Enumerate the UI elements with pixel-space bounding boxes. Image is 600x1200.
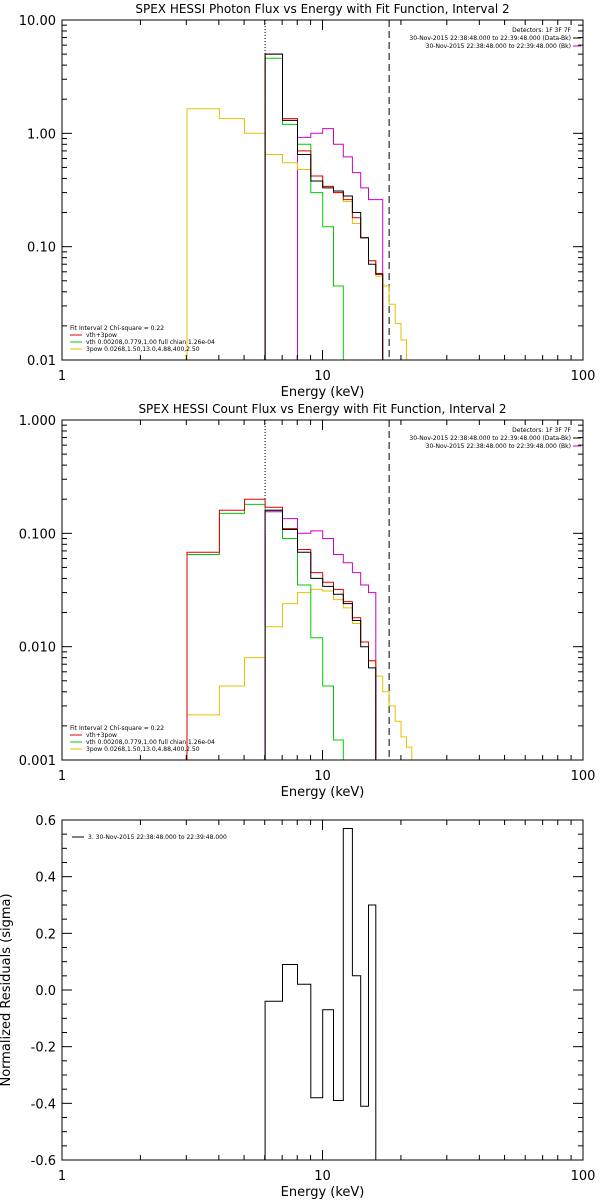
- legend-fit-entry: vth 0.00208,0.779,1.00 full chian 1.26e-…: [86, 339, 215, 346]
- y-tick-label: 0.6: [35, 814, 56, 829]
- x-tick-label: 1: [58, 769, 66, 784]
- series-data: [264, 53, 384, 360]
- plot-frame: [61, 19, 584, 361]
- series-data: [264, 509, 377, 760]
- y-axis-label: Normalized Residuals (sigma): [0, 893, 14, 1086]
- legend-fit-entry: vth+3pow: [86, 332, 117, 339]
- legend-top-entry: 30-Nov-2015 22:38:48.000 to 22:39:48.000…: [426, 443, 571, 450]
- y-tick-label: -0.6: [31, 1154, 56, 1169]
- plot-frame: [61, 819, 584, 1161]
- x-tick-label: 100: [571, 369, 596, 384]
- chart-title: SPEX HESSI Photon Flux vs Energy with Fi…: [135, 2, 509, 16]
- series-total: [186, 498, 377, 760]
- y-tick-label: -0.4: [31, 1097, 56, 1112]
- legend-fit-header: Fit Interval 2 Chi-square = 0.22: [70, 325, 164, 332]
- legend-fit-entry: vth+3pow: [86, 732, 117, 739]
- legend-fit-entry: 3pow 0.0268,1.50,13.0,4.88,400,2.50: [86, 346, 200, 353]
- x-axis-label: Energy (keV): [281, 785, 365, 800]
- legend-top-entry: 30-Nov-2015 22:38:48.000 to 22:39:48.000…: [409, 35, 571, 42]
- y-tick-label: 0.100: [19, 527, 56, 542]
- series-background: [264, 511, 377, 760]
- series-data: [264, 828, 377, 1160]
- legend-fit-entry: vth 0.00208,0.779,1.00 full chian 1.26e-…: [86, 739, 215, 746]
- x-tick-label: 100: [571, 769, 596, 784]
- series-powerlaw: [186, 108, 427, 360]
- x-axis-label: Energy (keV): [281, 1185, 365, 1200]
- x-axis-label: Energy (keV): [281, 385, 365, 400]
- y-tick-label: 1.00: [27, 127, 56, 142]
- x-tick-label: 1: [58, 1169, 66, 1184]
- x-tick-label: 10: [314, 769, 331, 784]
- chart-panel-3: 1 10 100 -0.6 -0.4 -0.2 0.0 0.2 0.4 0.6 Energy (ke…: [0, 814, 595, 1200]
- y-tick-label: 0.001: [19, 754, 56, 769]
- chart-title: SPEX HESSI Count Flux vs Energy with Fit…: [138, 402, 506, 416]
- y-tick-label: 0.01: [27, 354, 56, 369]
- series-total: [264, 53, 384, 360]
- x-tick-label: 1: [58, 369, 66, 384]
- x-tick-label: 10: [314, 1169, 331, 1184]
- y-tick-label: 0.010: [19, 641, 56, 656]
- legend-fit-entry: 3pow 0.0268,1.50,13.0,4.88,400,2.50: [86, 746, 200, 753]
- series-group: [264, 828, 377, 1160]
- legend-entry: 3. 30-Nov-2015 22:38:48.000 to 22:39:48.…: [88, 834, 227, 841]
- series-group: [186, 53, 427, 360]
- y-tick-label: 0.2: [35, 927, 56, 942]
- chart-panel-1: SPEX HESSI Photon Flux vs Energy with Fi…: [19, 2, 596, 400]
- y-tick-label: 1.000: [19, 414, 56, 429]
- series-thermal: [264, 57, 369, 360]
- chart-panel-2: SPEX HESSI Count Flux vs Energy with Fit…: [19, 402, 596, 800]
- x-tick-label: 100: [571, 1169, 596, 1184]
- series-powerlaw: [186, 588, 427, 760]
- series-group: [186, 498, 427, 760]
- legend-top-entry: Detectors: 1F 3F 7F: [512, 27, 571, 34]
- series-background: [297, 128, 384, 360]
- legend-top-entry: 30-Nov-2015 22:38:48.000 to 22:39:48.000…: [426, 43, 571, 50]
- legend-top-entry: 30-Nov-2015 22:38:48.000 to 22:39:48.000…: [409, 435, 571, 442]
- y-tick-label: 0.4: [35, 871, 56, 886]
- y-tick-label: -0.2: [31, 1041, 56, 1056]
- y-tick-label: 0.0: [35, 984, 56, 999]
- series-thermal: [186, 503, 353, 760]
- y-tick-label: 0.10: [27, 241, 56, 256]
- x-tick-label: 10: [314, 369, 331, 384]
- y-tick-label: 10.00: [19, 14, 56, 29]
- legend-top-entry: Detectors: 1F 3F 7F: [512, 427, 571, 434]
- legend-fit-header: Fit Interval 2 Chi-square = 0.22: [70, 725, 164, 732]
